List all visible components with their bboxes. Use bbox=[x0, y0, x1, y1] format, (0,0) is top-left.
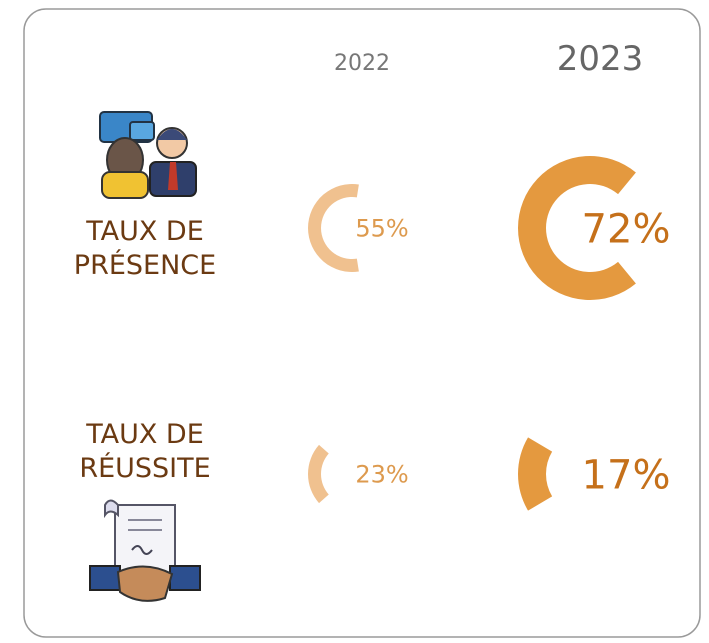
column-header: 2022 bbox=[334, 51, 390, 76]
column-header: 2023 bbox=[557, 39, 644, 79]
page: 2022 55% 23% 2023 72% 17% TAUX DE PRÉSENCE TA… bbox=[0, 0, 709, 643]
row-label: TAUX DE PRÉSENCE bbox=[45, 215, 245, 283]
value-label: 72% bbox=[582, 206, 671, 252]
row-label: TAUX DE RÉUSSITE bbox=[45, 418, 245, 486]
value-label: 55% bbox=[355, 215, 408, 243]
value-label: 23% bbox=[355, 461, 408, 489]
chart: 2022 55% 23% 2023 72% 17% bbox=[0, 0, 709, 643]
value-label: 17% bbox=[582, 452, 671, 498]
